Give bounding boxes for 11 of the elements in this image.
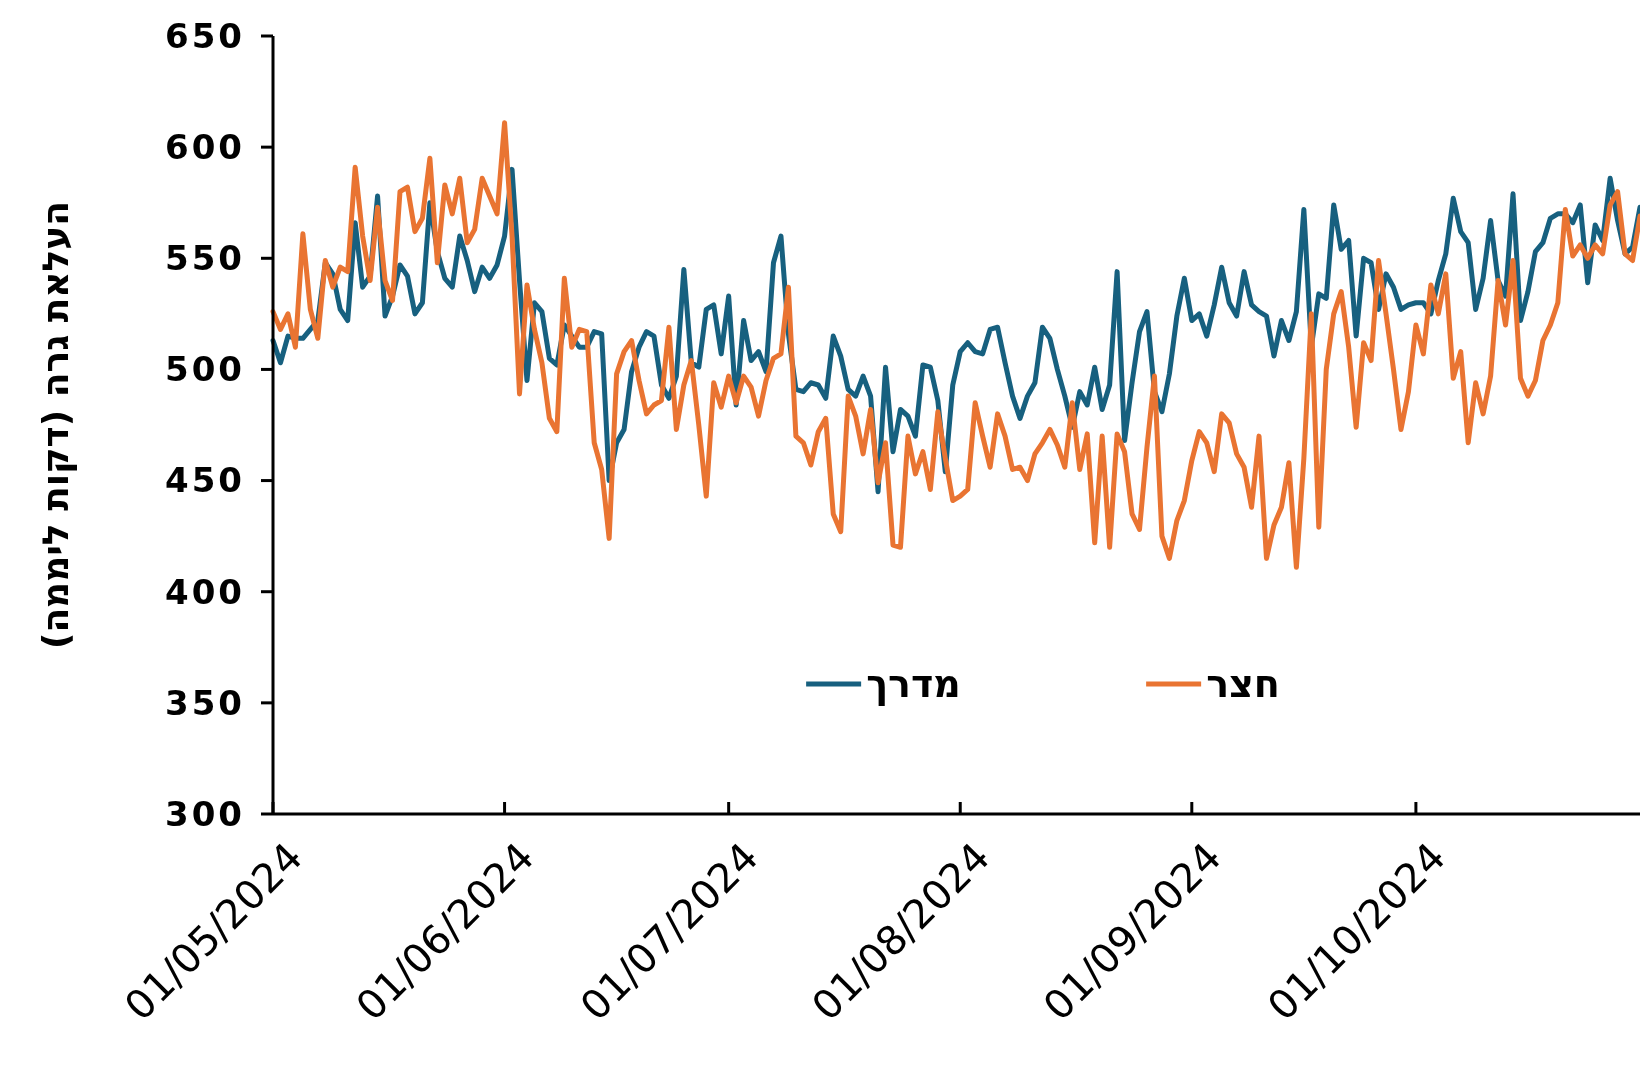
y-tick-label: 600 <box>165 127 245 168</box>
y-tick-label: 550 <box>165 238 245 279</box>
legend-label: חצר <box>1206 662 1280 707</box>
y-tick-label: 350 <box>165 682 245 723</box>
y-tick-label: 650 <box>165 15 245 56</box>
y-tick-label: 400 <box>165 571 245 612</box>
y-tick-label: 450 <box>165 460 245 501</box>
y-axis-title: העלאת גרה (דקות ליממה) <box>35 200 77 650</box>
y-tick-label: 500 <box>165 349 245 390</box>
legend-label: מדרך <box>866 662 961 707</box>
y-tick-label: 300 <box>165 793 245 834</box>
